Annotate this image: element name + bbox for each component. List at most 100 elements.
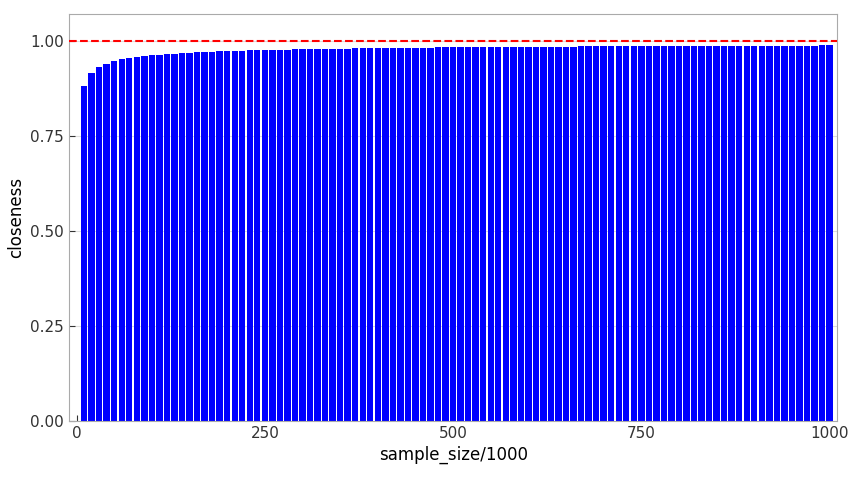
- Bar: [186, 53, 192, 421]
- Bar: [126, 58, 133, 421]
- Bar: [81, 87, 87, 421]
- Bar: [201, 52, 208, 421]
- Bar: [563, 46, 570, 421]
- Bar: [164, 54, 170, 421]
- Bar: [653, 46, 659, 421]
- Bar: [781, 45, 788, 421]
- Y-axis label: closeness: closeness: [7, 177, 25, 258]
- Bar: [646, 46, 652, 421]
- Bar: [744, 46, 750, 421]
- Bar: [450, 47, 457, 421]
- Bar: [728, 46, 735, 421]
- Bar: [548, 47, 554, 421]
- Bar: [118, 59, 125, 421]
- Bar: [179, 53, 186, 421]
- X-axis label: sample_size/1000: sample_size/1000: [379, 446, 527, 464]
- Bar: [638, 46, 645, 421]
- Bar: [217, 51, 223, 421]
- Bar: [683, 46, 690, 421]
- Bar: [443, 47, 449, 421]
- Bar: [721, 46, 728, 421]
- Bar: [623, 46, 629, 421]
- Bar: [397, 48, 404, 421]
- Bar: [532, 47, 539, 421]
- Bar: [751, 46, 758, 421]
- Bar: [261, 50, 268, 421]
- Bar: [405, 48, 411, 421]
- Bar: [789, 45, 795, 421]
- Bar: [209, 52, 215, 421]
- Bar: [231, 51, 238, 421]
- Bar: [111, 61, 117, 421]
- Bar: [601, 46, 607, 421]
- Bar: [88, 73, 95, 421]
- Bar: [224, 51, 230, 421]
- Bar: [419, 48, 426, 421]
- Bar: [435, 47, 441, 421]
- Bar: [307, 49, 313, 421]
- Bar: [615, 46, 622, 421]
- Bar: [518, 47, 524, 421]
- Bar: [360, 48, 366, 421]
- Bar: [555, 47, 562, 421]
- Bar: [502, 47, 509, 421]
- Bar: [495, 47, 501, 421]
- Bar: [375, 48, 381, 421]
- Bar: [766, 46, 772, 421]
- Bar: [269, 50, 275, 421]
- Bar: [526, 47, 532, 421]
- Bar: [254, 50, 261, 421]
- Bar: [367, 48, 374, 421]
- Bar: [480, 47, 487, 421]
- Bar: [344, 48, 351, 421]
- Bar: [337, 49, 343, 421]
- Bar: [413, 48, 419, 421]
- Bar: [382, 48, 388, 421]
- Bar: [457, 47, 463, 421]
- Bar: [292, 49, 298, 421]
- Bar: [284, 50, 291, 421]
- Bar: [510, 47, 517, 421]
- Bar: [676, 46, 682, 421]
- Bar: [247, 50, 253, 421]
- Bar: [352, 48, 358, 421]
- Bar: [472, 47, 479, 421]
- Bar: [142, 56, 148, 421]
- Bar: [488, 47, 494, 421]
- Bar: [698, 46, 705, 421]
- Bar: [714, 46, 720, 421]
- Bar: [570, 46, 576, 421]
- Bar: [691, 46, 697, 421]
- Bar: [578, 46, 584, 421]
- Bar: [104, 64, 110, 421]
- Bar: [668, 46, 675, 421]
- Bar: [773, 45, 780, 421]
- Bar: [608, 46, 614, 421]
- Bar: [797, 45, 803, 421]
- Bar: [585, 46, 592, 421]
- Bar: [389, 48, 396, 421]
- Bar: [194, 52, 200, 421]
- Bar: [661, 46, 667, 421]
- Bar: [156, 54, 162, 421]
- Bar: [239, 51, 245, 421]
- Bar: [148, 55, 155, 421]
- Bar: [171, 54, 178, 421]
- Bar: [299, 49, 306, 421]
- Bar: [736, 46, 742, 421]
- Bar: [540, 47, 546, 421]
- Bar: [465, 47, 471, 421]
- Bar: [811, 45, 818, 421]
- Bar: [706, 46, 712, 421]
- Bar: [314, 49, 321, 421]
- Bar: [427, 47, 434, 421]
- Bar: [819, 45, 825, 421]
- Bar: [134, 57, 140, 421]
- Bar: [322, 49, 328, 421]
- Bar: [759, 46, 765, 421]
- Bar: [96, 67, 103, 421]
- Bar: [631, 46, 637, 421]
- Bar: [827, 45, 833, 421]
- Bar: [593, 46, 599, 421]
- Bar: [330, 49, 336, 421]
